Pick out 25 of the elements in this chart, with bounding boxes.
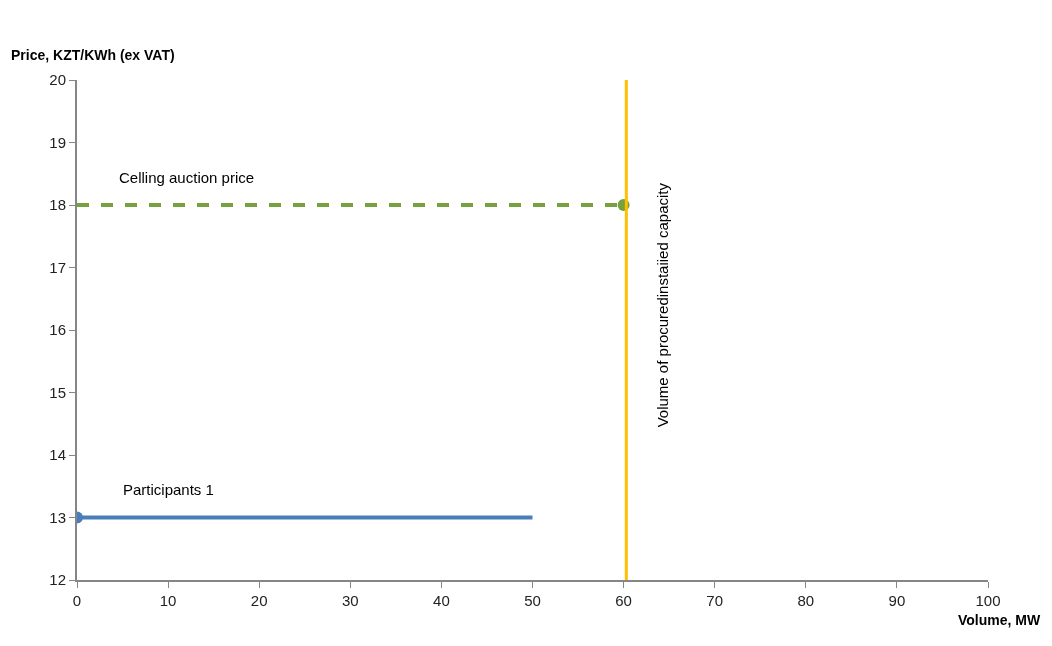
y-tick-label: 20 <box>49 71 66 89</box>
x-tick-label: 20 <box>250 592 268 609</box>
ref-line-label: Volume of procuredinstaiied capacity <box>654 182 672 428</box>
x-tick-label: 80 <box>797 592 815 609</box>
x-tick-label: 100 <box>975 592 1001 609</box>
x-tick-label: 40 <box>433 592 450 609</box>
x-tick-label: 60 <box>615 592 632 609</box>
y-tick-label: 17 <box>49 258 66 276</box>
x-tick-label: 10 <box>159 592 177 609</box>
y-tick-label: 15 <box>49 383 66 401</box>
x-tick-label: 70 <box>706 592 724 609</box>
y-tick-label: 19 <box>49 133 66 151</box>
y-tick-label: 16 <box>49 321 66 339</box>
x-tick-label: 30 <box>341 592 359 609</box>
series-label: Participants 1 <box>123 481 214 498</box>
x-tick-label: 90 <box>888 592 906 609</box>
x-tick-label: 50 <box>524 592 541 609</box>
y-tick-label: 18 <box>49 196 66 214</box>
x-axis-title: Volume, MW <box>958 612 1041 628</box>
y-tick-label: 13 <box>49 508 66 526</box>
x-tick-label: 0 <box>72 592 82 609</box>
y-tick-label: 14 <box>49 446 66 464</box>
y-tick-label: 12 <box>49 571 66 589</box>
series-label: Celling auction price <box>119 169 255 186</box>
y-axis-title: Price, KZT/KWh (ex VAT) <box>11 47 175 63</box>
